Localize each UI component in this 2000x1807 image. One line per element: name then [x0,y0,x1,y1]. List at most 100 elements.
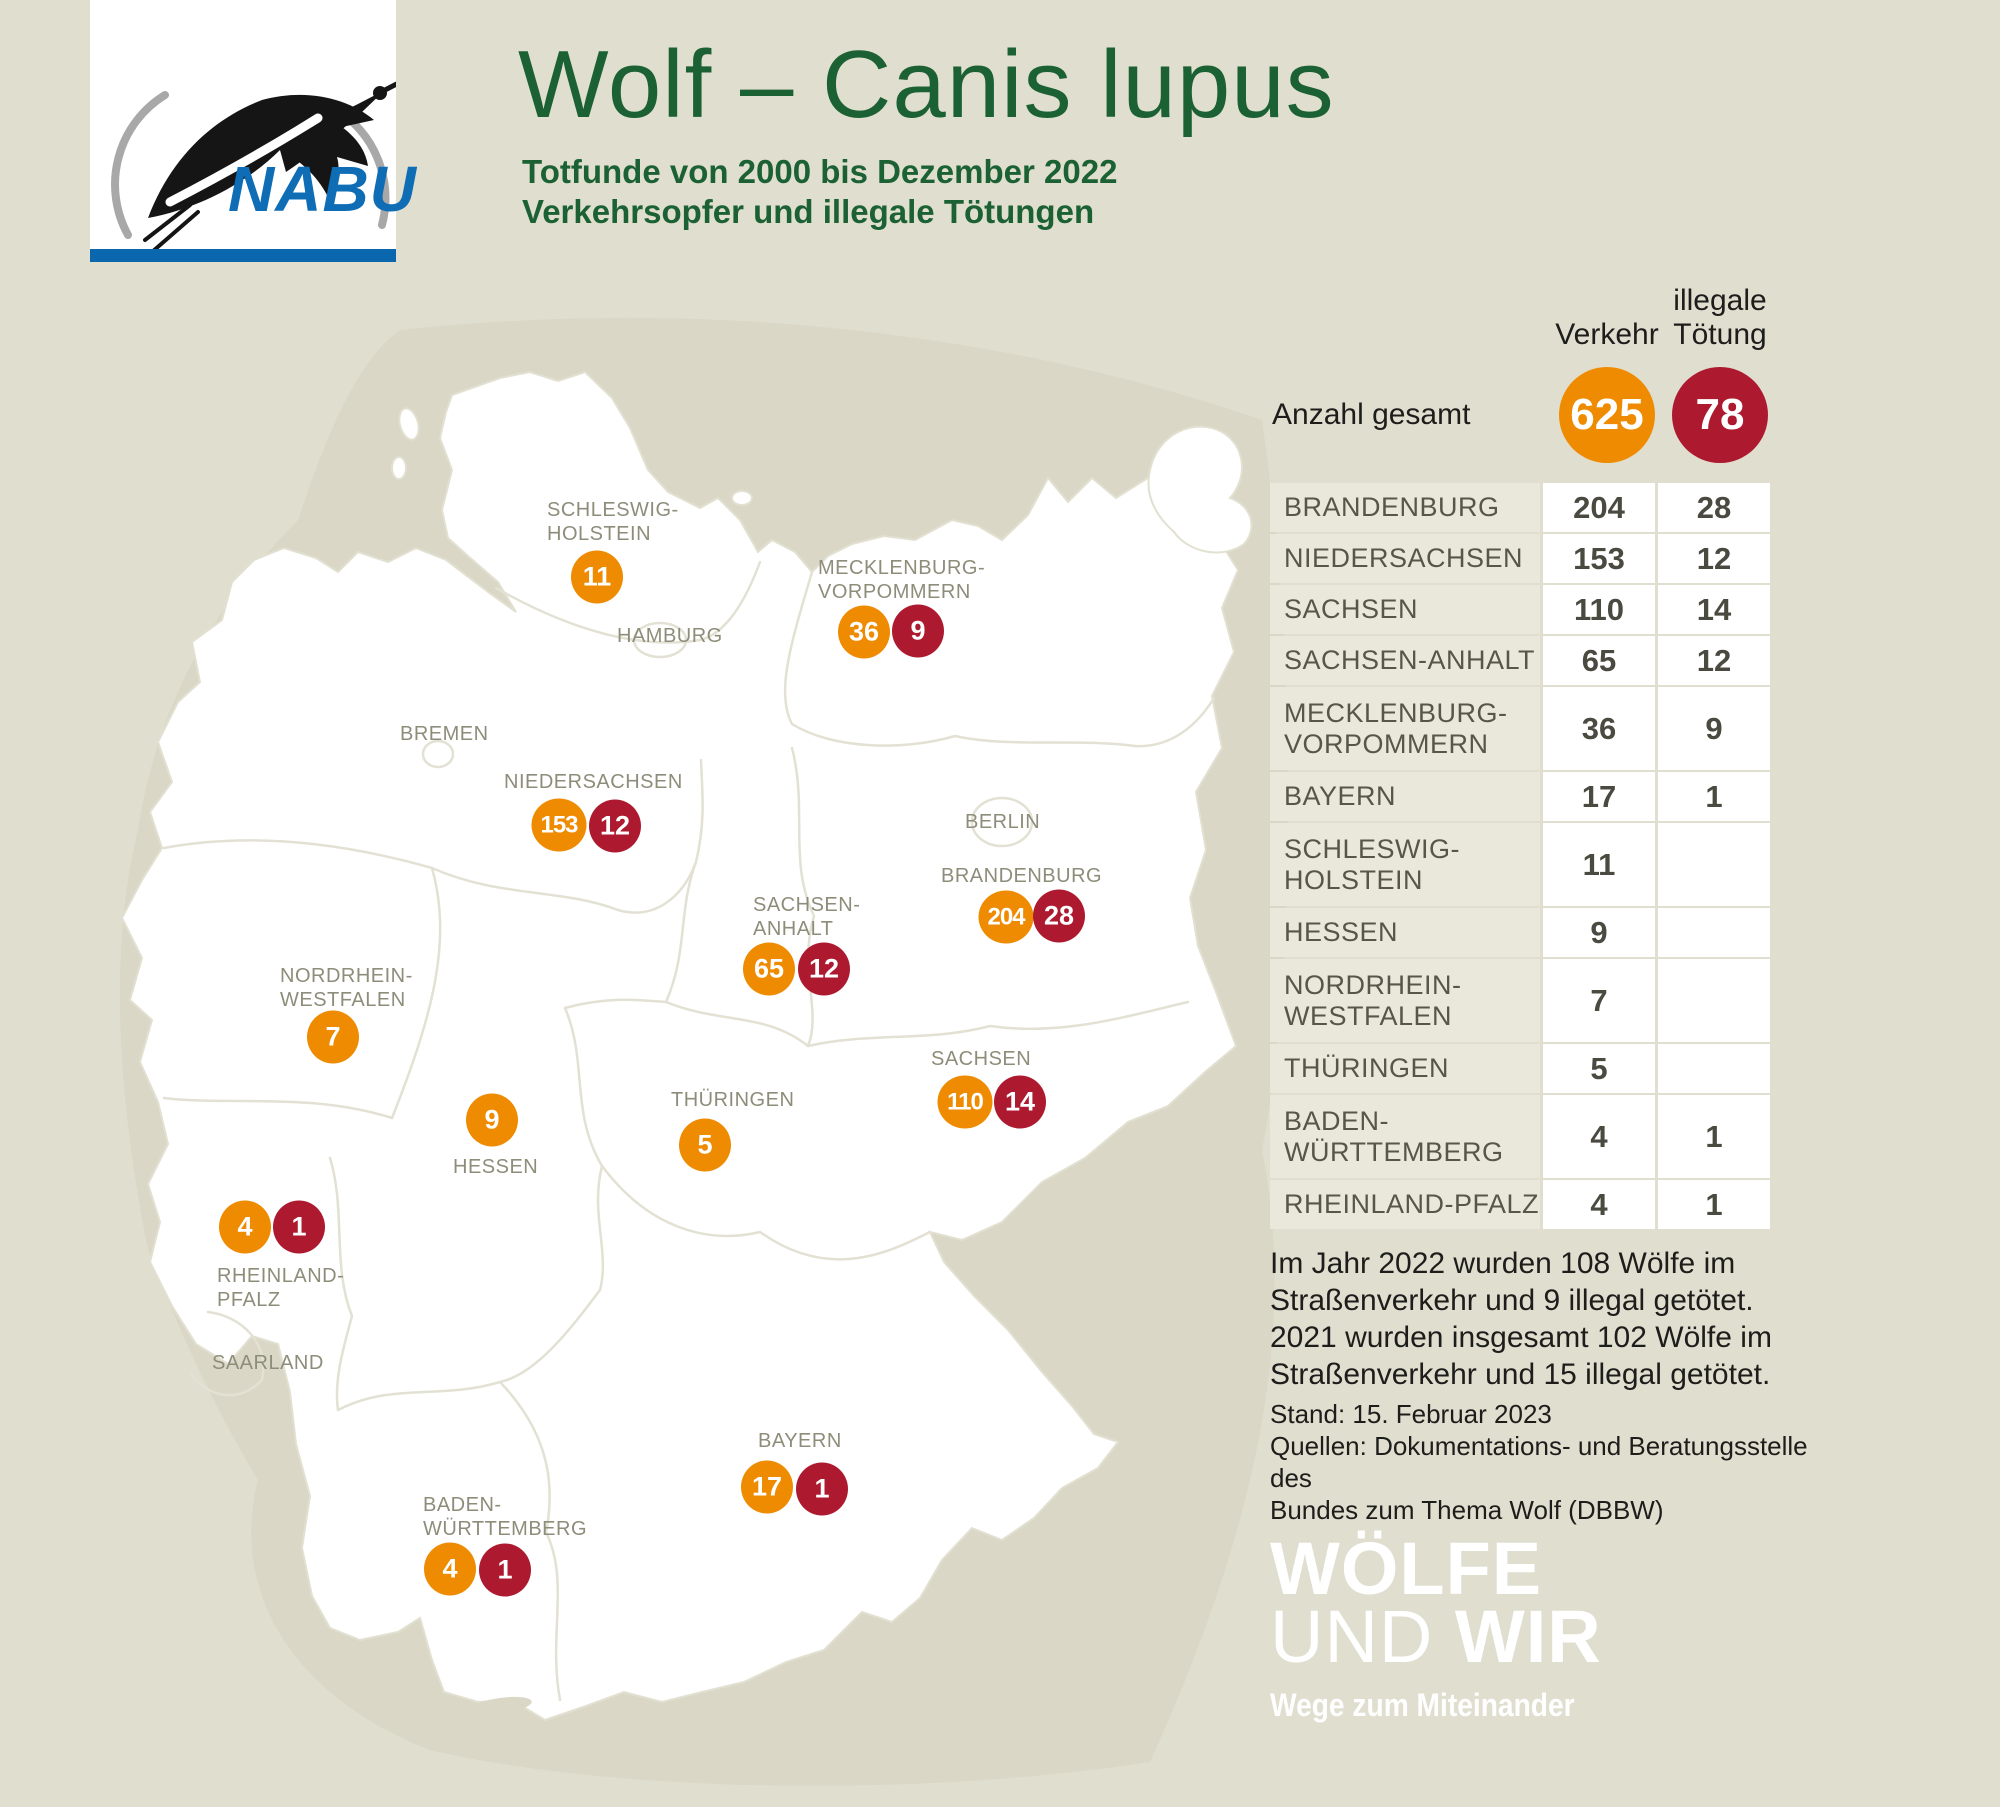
table-row: BAYERN 17 1 [1270,772,1770,821]
verkehr-marker: 65 [743,942,795,996]
illegal-marker: 12 [589,799,641,853]
state-name: NORDRHEIN- WESTFALEN [1270,959,1540,1042]
verkehr-marker: 17 [741,1460,793,1514]
verkehr-marker: 153 [531,798,587,852]
verkehr-value: 65 [1543,636,1655,685]
verkehr-marker: 4 [219,1200,271,1254]
verkehr-value: 110 [1543,585,1655,634]
verkehr-marker: 11 [571,550,623,604]
campaign-und: UND [1270,1595,1434,1678]
map-state-label: BRANDENBURG [941,865,1103,887]
table-row: BADEN- WÜRTTEMBERG 4 1 [1270,1095,1770,1178]
nabu-logo: NABU [90,0,416,262]
state-name: RHEINLAND-PFALZ [1270,1180,1540,1229]
table-row: SACHSEN 110 14 [1270,585,1770,634]
stork-icon [111,81,396,250]
verkehr-marker: 110 [937,1075,993,1129]
campaign-wir: WIR [1454,1595,1602,1678]
map-state-label: NIEDERSACHSEN [504,771,683,793]
state-name: BRANDENBURG [1270,483,1540,532]
state-table: BRANDENBURG 204 28 NIEDERSACHSEN 153 12 SACHSE… [1270,483,1770,1231]
verkehr-value: 204 [1543,483,1655,532]
map-state-label: BREMEN [400,723,489,745]
verkehr-value: 5 [1543,1044,1655,1093]
map-state-label: BADEN- WÜRTTEMBERG [423,1494,588,1540]
map-state-label: SCHLESWIG- HOLSTEIN [547,499,679,545]
state-name: SCHLESWIG- HOLSTEIN [1270,823,1540,906]
illegal-value: 1 [1658,1095,1770,1178]
total-label: Anzahl gesamt [1272,398,1471,431]
state-name: NIEDERSACHSEN [1270,534,1540,583]
map-state-label: HAMBURG [617,625,723,647]
legend-illegal-label: illegale Tötung [1673,284,1767,351]
page-title: Wolf – Canis lupus [518,31,1335,138]
illegal-value: 12 [1658,636,1770,685]
illegal-value: 28 [1658,483,1770,532]
verkehr-marker: 36 [838,605,890,659]
illegal-marker: 12 [798,942,850,996]
campaign-logo: WÖLFE UND WIR Wege zum Miteinander [1270,1527,1616,1724]
table-row: RHEINLAND-PFALZ 4 1 [1270,1180,1770,1229]
table-row: BRANDENBURG 204 28 [1270,483,1770,532]
verkehr-value: 11 [1543,823,1655,906]
verkehr-value: 17 [1543,772,1655,821]
verkehr-value: 36 [1543,687,1655,770]
campaign-line2: UND WIR [1270,1600,1616,1674]
verkehr-marker: 204 [978,890,1034,944]
state-name: THÜRINGEN [1270,1044,1540,1093]
verkehr-value: 153 [1543,534,1655,583]
state-borders [162,560,1216,1702]
illegal-marker: 1 [796,1462,848,1516]
verkehr-value: 4 [1543,1180,1655,1229]
verkehr-marker: 7 [307,1010,359,1064]
illegal-marker: 9 [892,604,944,658]
state-name: BADEN- WÜRTTEMBERG [1270,1095,1540,1178]
total-verkehr-badge: 625 [1559,367,1655,463]
map-state-label: HESSEN [453,1156,539,1178]
verkehr-marker: 9 [466,1093,518,1147]
table-row: NORDRHEIN- WESTFALEN 7 [1270,959,1770,1042]
table-row: MECKLENBURG- VORPOMMERN 36 9 [1270,687,1770,770]
page-subtitle: Totfunde von 2000 bis Dezember 2022 Verk… [522,153,1118,230]
verkehr-marker: 4 [424,1542,476,1596]
illegal-value: 9 [1658,687,1770,770]
verkehr-value: 9 [1543,908,1655,957]
illegal-marker: 1 [273,1200,325,1254]
legend-verkehr-label: Verkehr [1555,318,1659,351]
table-row: HESSEN 9 [1270,908,1770,957]
verkehr-value: 7 [1543,959,1655,1042]
quellen-note: Quellen: Dokumentations- und Beratungsst… [1270,1431,1808,1525]
state-name: MECKLENBURG- VORPOMMERN [1270,687,1540,770]
nabu-wordmark: NABU [228,153,417,225]
campaign-line1: WÖLFE [1270,1527,1543,1610]
illegal-value [1658,959,1770,1042]
map-state-label: THÜRINGEN [671,1089,795,1111]
verkehr-value: 4 [1543,1095,1655,1178]
state-name: BAYERN [1270,772,1540,821]
bodensee-lake [468,1696,532,1716]
verkehr-marker: 5 [679,1118,731,1172]
nabu-underline [90,249,396,262]
table-row: NIEDERSACHSEN 153 12 [1270,534,1770,583]
map-state-label: NORDRHEIN- WESTFALEN [280,965,413,1011]
map-state-label: RHEINLAND- PFALZ [217,1265,345,1311]
summary-paragraph: Im Jahr 2022 wurden 108 Wölfe im Straßen… [1270,1247,1772,1391]
map-state-label: MECKLENBURG- VORPOMMERN [818,557,986,603]
illegal-value [1658,908,1770,957]
map-state-label: SACHSEN [931,1048,1032,1070]
illegal-value [1658,1044,1770,1093]
illegal-value: 1 [1658,1180,1770,1229]
stand-note: Stand: 15. Februar 2023 [1270,1399,1552,1429]
map-state-label: SACHSEN- ANHALT [753,894,861,940]
state-name: SACHSEN [1270,585,1540,634]
total-illegal-badge: 78 [1672,367,1768,463]
map-state-label: BERLIN [965,811,1041,833]
state-name: SACHSEN-ANHALT [1270,636,1540,685]
state-name: HESSEN [1270,908,1540,957]
illegal-value: 1 [1658,772,1770,821]
islands [391,407,1253,554]
germany-outline [120,370,1240,1722]
illegal-value: 14 [1658,585,1770,634]
